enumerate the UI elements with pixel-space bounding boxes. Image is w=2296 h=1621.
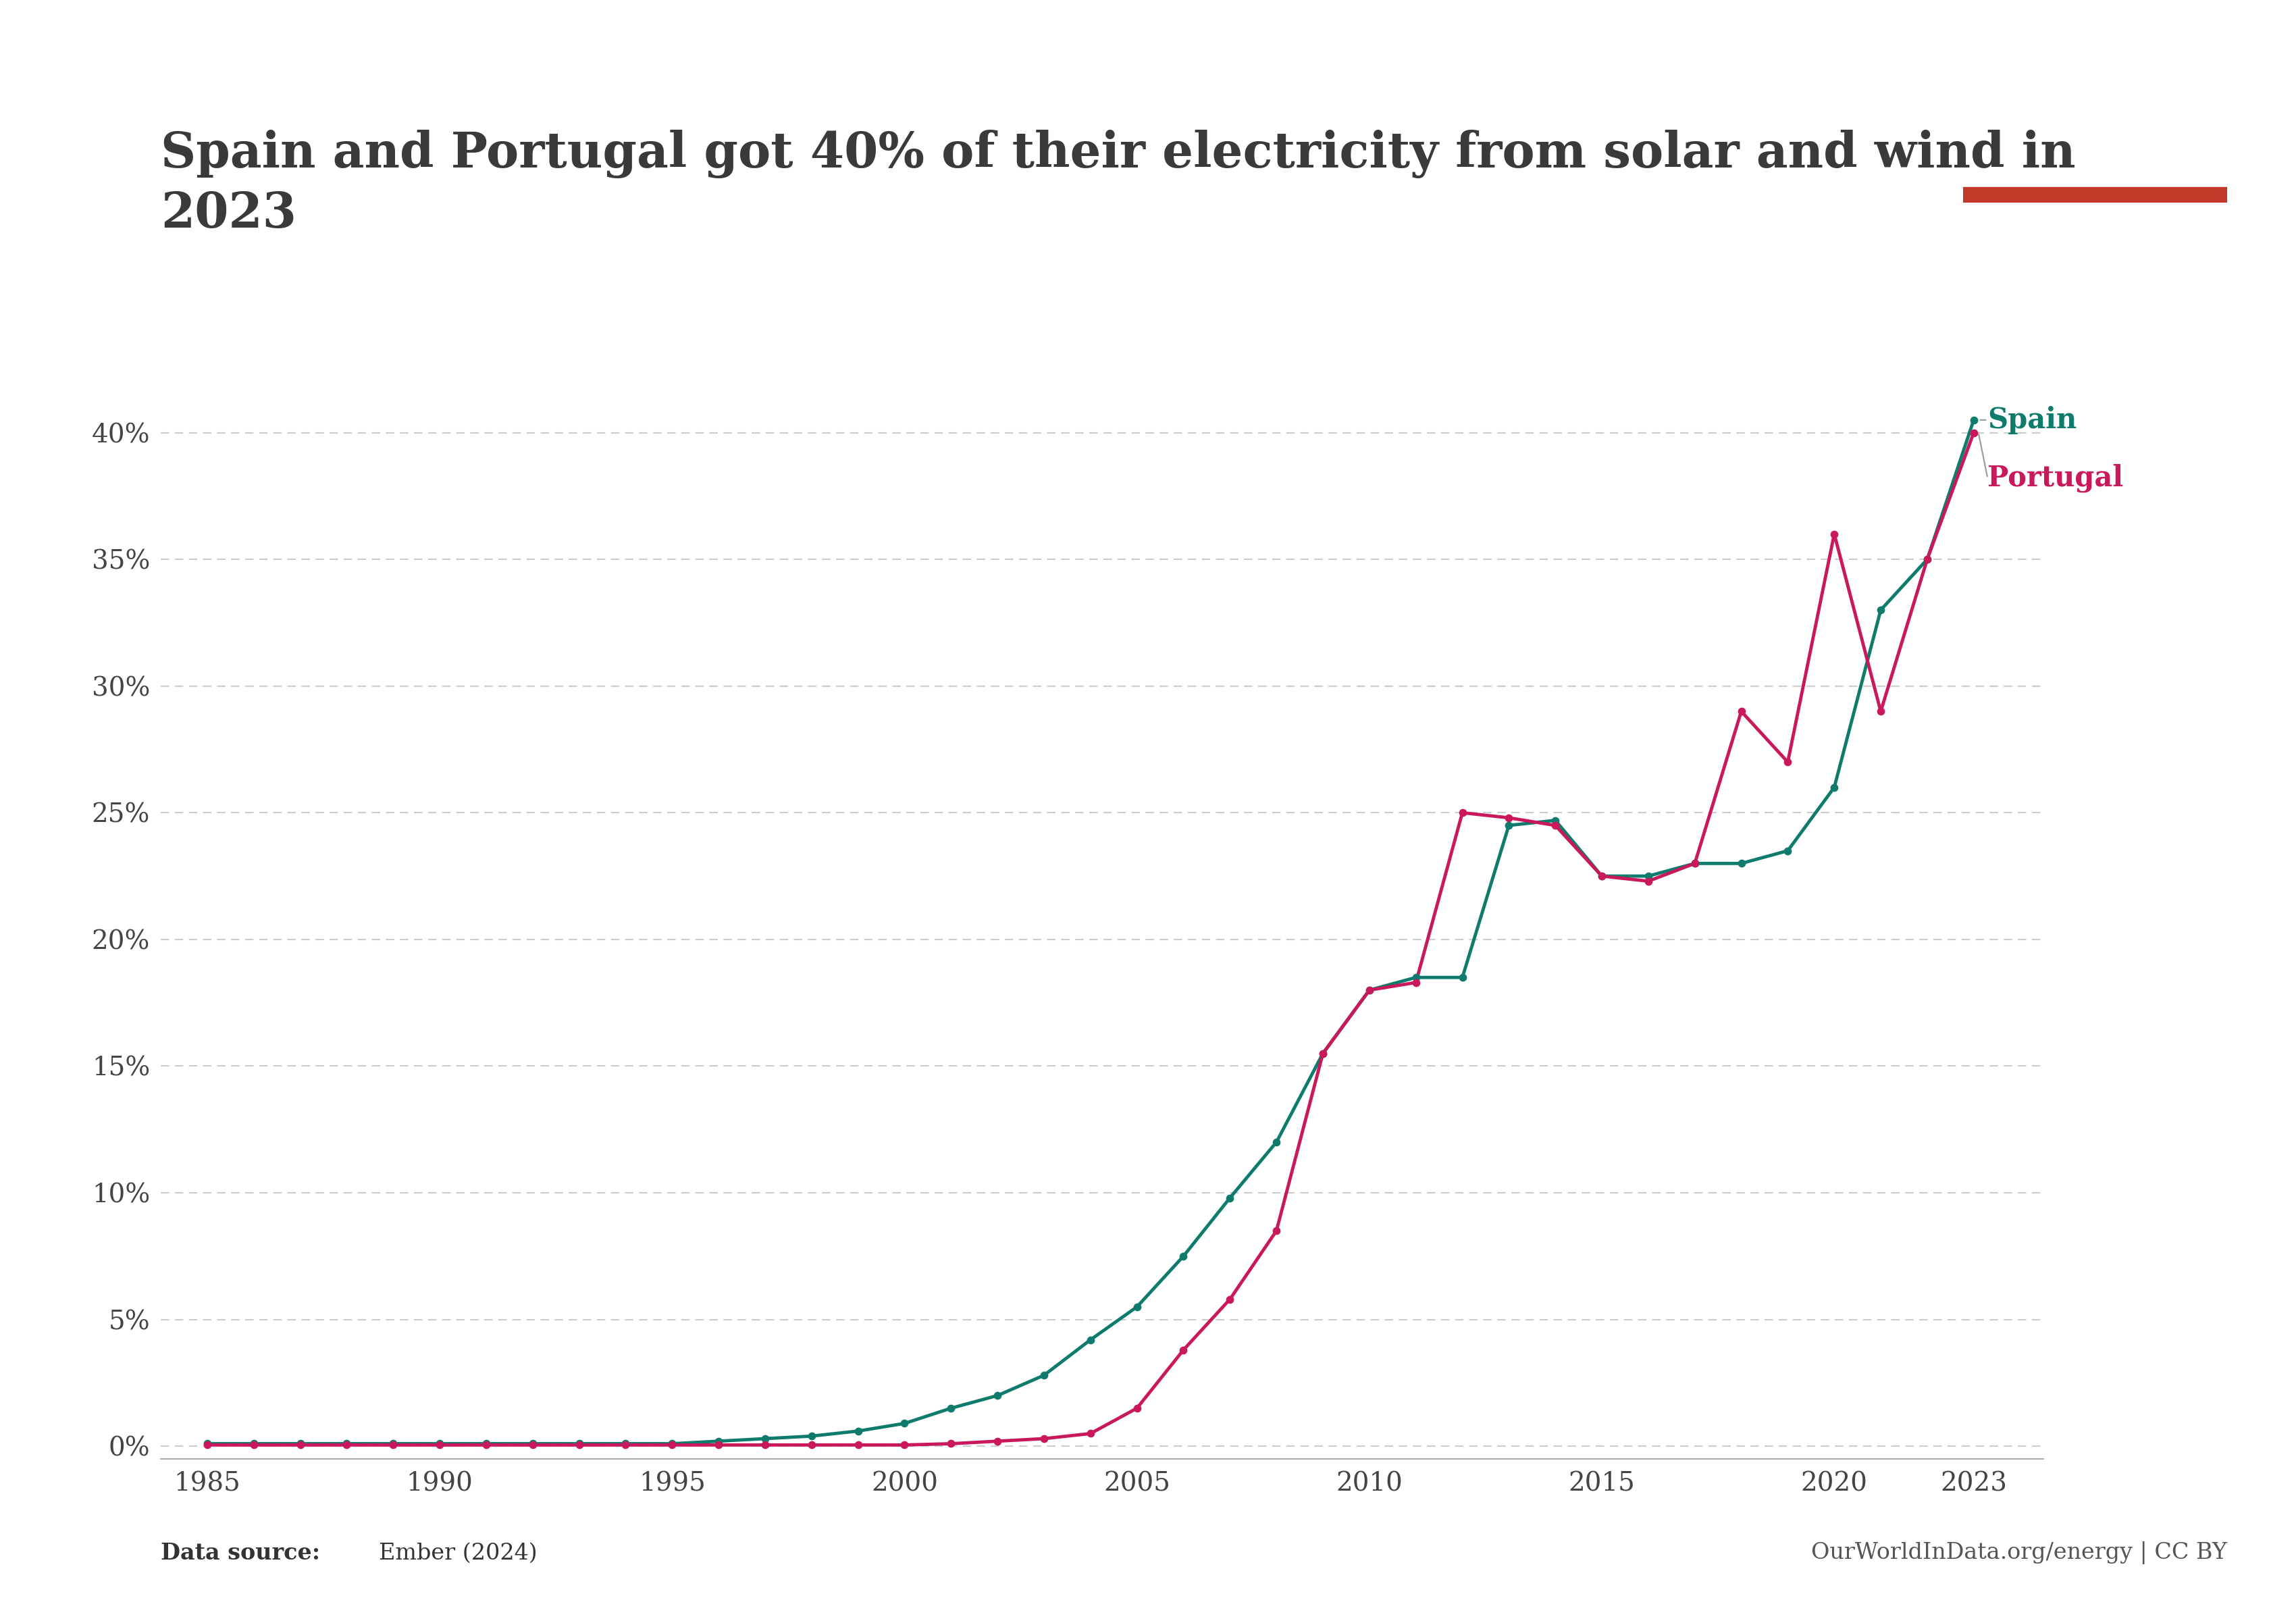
- Point: [1304, 1041, 1341, 1067]
- Point: [654, 1431, 691, 1457]
- Point: [1676, 851, 1713, 877]
- Point: [374, 1431, 411, 1457]
- Point: [746, 1425, 783, 1451]
- Point: [328, 1431, 365, 1457]
- Point: [328, 1431, 365, 1457]
- Point: [1212, 1287, 1249, 1313]
- Point: [234, 1431, 271, 1457]
- Point: [420, 1431, 457, 1457]
- Point: [1118, 1396, 1155, 1422]
- Point: [886, 1431, 923, 1457]
- Point: [1862, 699, 1899, 725]
- Point: [1072, 1420, 1109, 1446]
- Point: [1908, 546, 1945, 572]
- Point: [188, 1431, 225, 1457]
- Point: [374, 1431, 411, 1457]
- Point: [1584, 862, 1621, 888]
- Text: OurWorldInData.org/energy | CC BY: OurWorldInData.org/energy | CC BY: [1812, 1542, 2227, 1564]
- Point: [1722, 851, 1759, 877]
- Point: [514, 1431, 551, 1457]
- Text: in Data: in Data: [2053, 135, 2138, 154]
- Point: [840, 1431, 877, 1457]
- Text: Data source:: Data source:: [161, 1542, 319, 1564]
- Text: Spain and Portugal got 40% of their electricity from solar and wind in
2023: Spain and Portugal got 40% of their elec…: [161, 130, 2076, 238]
- Point: [188, 1431, 225, 1457]
- Point: [1444, 964, 1481, 990]
- Point: [282, 1431, 319, 1457]
- Point: [560, 1431, 597, 1457]
- Point: [1956, 420, 1993, 446]
- Point: [1770, 749, 1807, 775]
- Text: Spain: Spain: [1988, 405, 2078, 434]
- Point: [1026, 1362, 1063, 1388]
- Point: [1490, 806, 1527, 832]
- Point: [606, 1431, 643, 1457]
- Point: [514, 1431, 551, 1457]
- Text: Ember (2024): Ember (2024): [379, 1543, 537, 1564]
- Point: [792, 1423, 829, 1449]
- Point: [1584, 862, 1621, 888]
- Point: [420, 1431, 457, 1457]
- Point: [978, 1428, 1015, 1454]
- Point: [1350, 977, 1387, 1003]
- Point: [1398, 969, 1435, 995]
- Point: [1770, 838, 1807, 864]
- Point: [606, 1431, 643, 1457]
- Point: [1816, 775, 1853, 801]
- Point: [1816, 520, 1853, 546]
- Text: Portugal: Portugal: [1988, 464, 2124, 493]
- Point: [560, 1431, 597, 1457]
- Point: [1444, 799, 1481, 825]
- Point: [282, 1431, 319, 1457]
- Point: [700, 1428, 737, 1454]
- Text: Our World: Our World: [2037, 88, 2154, 107]
- Point: [1630, 869, 1667, 895]
- Bar: [1963, 186, 2227, 203]
- Point: [792, 1431, 829, 1457]
- Point: [1026, 1425, 1063, 1451]
- Point: [1536, 807, 1573, 833]
- Point: [1304, 1041, 1341, 1067]
- Point: [1164, 1243, 1201, 1269]
- Point: [1258, 1130, 1295, 1156]
- Point: [932, 1396, 969, 1422]
- Point: [1630, 862, 1667, 888]
- Point: [1536, 812, 1573, 838]
- Point: [1072, 1328, 1109, 1354]
- Point: [1490, 812, 1527, 838]
- Point: [234, 1431, 271, 1457]
- Point: [1722, 699, 1759, 725]
- Point: [1258, 1217, 1295, 1243]
- Point: [1862, 597, 1899, 622]
- Point: [1398, 964, 1435, 990]
- Point: [840, 1418, 877, 1444]
- Point: [1956, 407, 1993, 433]
- Point: [1350, 977, 1387, 1003]
- Point: [1118, 1294, 1155, 1319]
- Point: [468, 1431, 505, 1457]
- Point: [886, 1410, 923, 1436]
- Point: [978, 1383, 1015, 1409]
- Point: [468, 1431, 505, 1457]
- Point: [1908, 546, 1945, 572]
- Point: [1164, 1337, 1201, 1363]
- Point: [1676, 851, 1713, 877]
- Point: [746, 1431, 783, 1457]
- Point: [932, 1431, 969, 1457]
- Point: [700, 1431, 737, 1457]
- Point: [1212, 1185, 1249, 1211]
- Point: [654, 1431, 691, 1457]
